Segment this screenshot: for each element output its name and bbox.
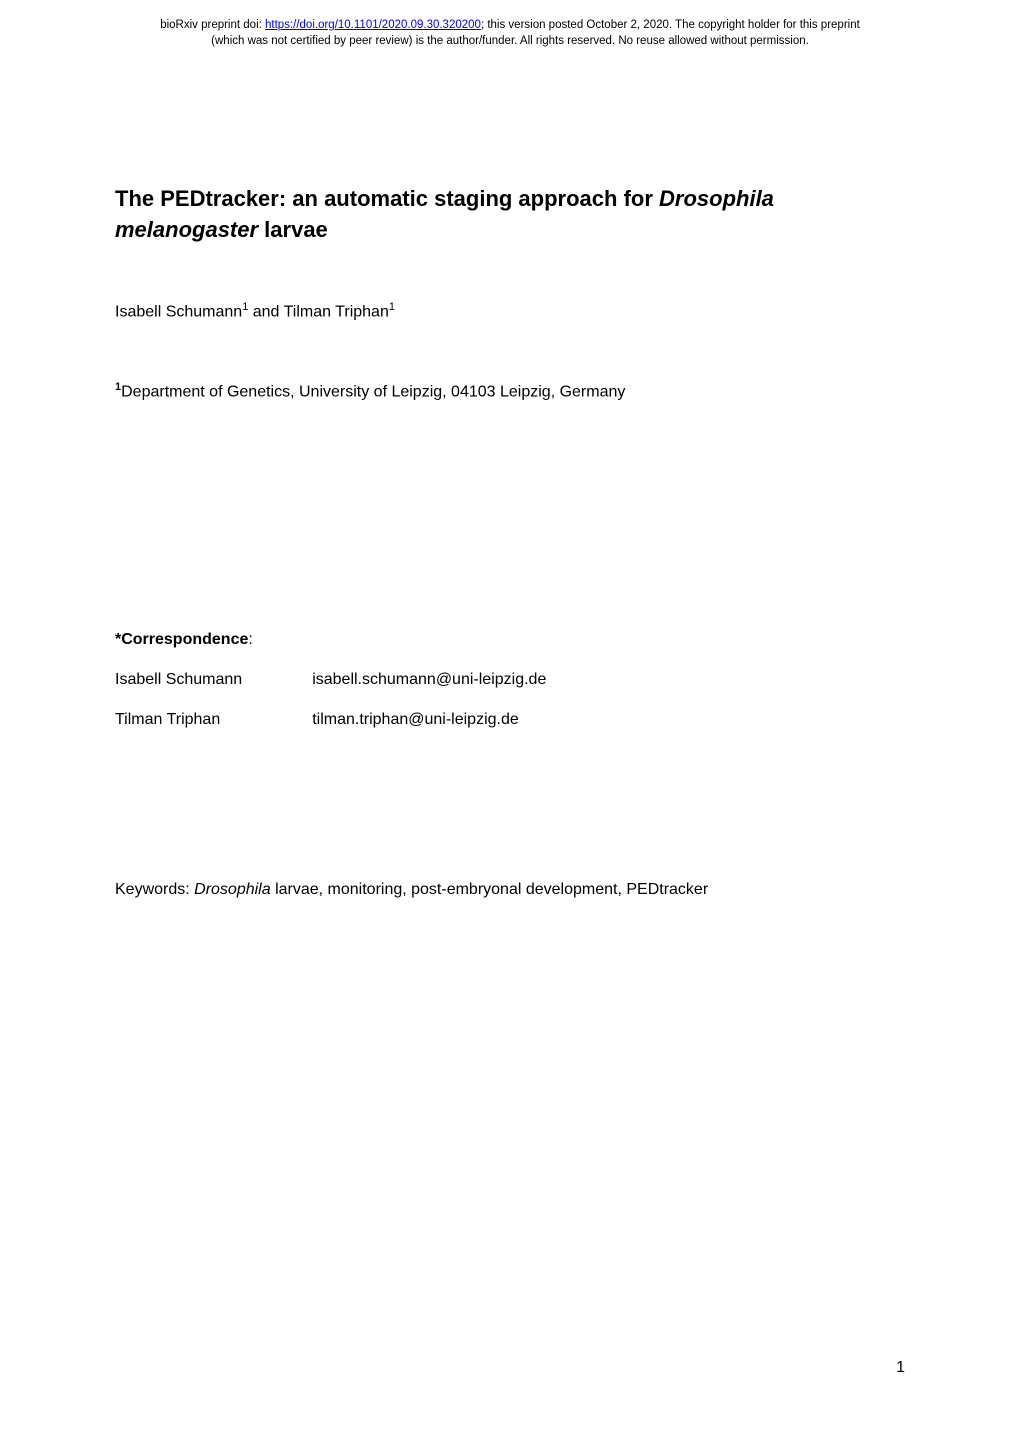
author1-name: Isabell Schumann: [115, 303, 242, 320]
preprint-header: bioRxiv preprint doi: https://doi.org/10…: [0, 0, 1020, 59]
title-part2: larvae: [258, 217, 328, 242]
authors-line: Isabell Schumann1 and Tilman Triphan1: [115, 301, 905, 321]
keywords-italic: Drosophila: [194, 881, 270, 898]
preprint-line2: (which was not certified by peer review)…: [211, 35, 809, 47]
paper-title: The PEDtracker: an automatic staging app…: [115, 184, 905, 246]
correspondence-label-text: *Correspondence: [115, 631, 248, 648]
correspondence-table: Isabell Schumann isabell.schumann@uni-le…: [115, 671, 546, 751]
doi-link[interactable]: https://doi.org/10.1101/2020.09.30.32020…: [265, 19, 481, 31]
correspondence-name: Isabell Schumann: [115, 671, 312, 711]
page-number: 1: [896, 1359, 905, 1377]
title-part1: The PEDtracker: an automatic staging app…: [115, 186, 659, 211]
keywords-suffix: larvae, monitoring, post-embryonal devel…: [271, 881, 709, 898]
keywords-prefix: Keywords:: [115, 881, 194, 898]
correspondence-colon: :: [248, 631, 252, 648]
page-content: The PEDtracker: an automatic staging app…: [0, 59, 1020, 899]
preprint-suffix1: ; this version posted October 2, 2020. T…: [481, 19, 860, 31]
preprint-prefix: bioRxiv preprint doi:: [160, 19, 265, 31]
correspondence-row: Isabell Schumann isabell.schumann@uni-le…: [115, 671, 546, 711]
author2-sup: 1: [389, 301, 395, 313]
correspondence-email: isabell.schumann@uni-leipzig.de: [312, 671, 546, 711]
correspondence-name: Tilman Triphan: [115, 711, 312, 751]
correspondence-label: *Correspondence:: [115, 631, 905, 649]
author2-name: Tilman Triphan: [284, 303, 389, 320]
affiliation-line: 1Department of Genetics, University of L…: [115, 381, 905, 401]
keywords-line: Keywords: Drosophila larvae, monitoring,…: [115, 881, 905, 899]
authors-conjunction: and: [248, 303, 283, 320]
correspondence-email: tilman.triphan@uni-leipzig.de: [312, 711, 546, 751]
correspondence-row: Tilman Triphan tilman.triphan@uni-leipzi…: [115, 711, 546, 751]
affiliation-text: Department of Genetics, University of Le…: [121, 383, 625, 400]
